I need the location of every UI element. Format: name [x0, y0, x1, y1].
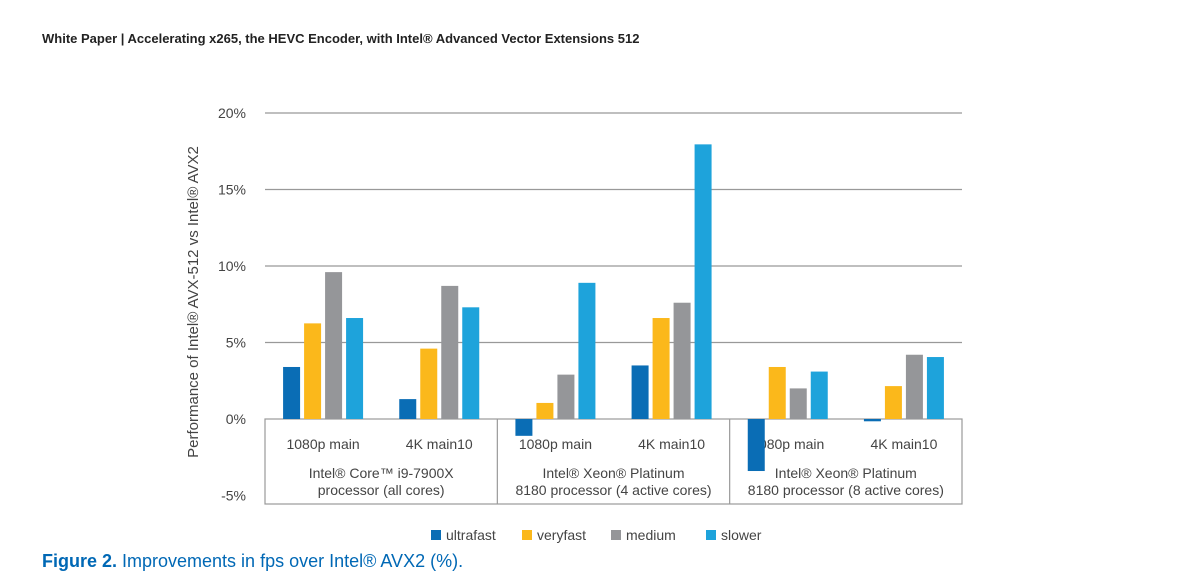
bar-ultrafast [283, 366, 301, 419]
bar-medium [441, 285, 459, 419]
bar-slower [810, 371, 828, 419]
group-label: Intel® Xeon® Platinum [775, 465, 917, 481]
bar-veryfast [768, 366, 786, 419]
bar-ultrafast [515, 419, 533, 436]
figure-caption-text: Improvements in fps over Intel® AVX2 (%)… [117, 551, 464, 571]
y-tick-label: 10% [218, 258, 246, 274]
bar-veryfast [884, 386, 902, 419]
bar-medium [325, 272, 343, 419]
legend-label-ultrafast: ultrafast [446, 527, 496, 543]
bar-ultrafast [863, 419, 881, 422]
bar-slower [462, 307, 480, 419]
category-label: 1080p main [751, 436, 824, 452]
legend-swatch-medium [611, 530, 621, 540]
y-tick-label: -5% [221, 488, 246, 504]
legend-label-medium: medium [626, 527, 676, 543]
bar-veryfast [420, 348, 438, 419]
bar-medium [789, 388, 807, 419]
group-label: 8180 processor (8 active cores) [748, 482, 944, 498]
category-label: 4K main10 [406, 436, 473, 452]
bar-ultrafast [747, 419, 765, 472]
legend-swatch-ultrafast [431, 530, 441, 540]
group-label: 8180 processor (4 active cores) [515, 482, 711, 498]
category-label: 4K main10 [638, 436, 705, 452]
bar-slower [694, 144, 712, 420]
category-axis-box [264, 418, 963, 505]
bar-veryfast [652, 318, 670, 419]
y-tick-label: 15% [218, 182, 246, 198]
y-axis-title: Performance of Intel® AVX-512 vs Intel® … [185, 146, 202, 458]
figure-label: Figure 2. [42, 551, 118, 571]
document-header: White Paper | Accelerating x265, the HEV… [42, 31, 640, 46]
y-tick-label: 0% [226, 411, 246, 427]
bar-ultrafast [631, 365, 649, 419]
bar-medium [557, 374, 575, 419]
y-tick-label: 5% [226, 335, 246, 351]
legend-label-slower: slower [721, 527, 762, 543]
category-label: 1080p main [286, 436, 359, 452]
legend-swatch-slower [706, 530, 716, 540]
bar-medium [673, 302, 691, 419]
bar-slower [926, 357, 944, 419]
category-label: 4K main10 [870, 436, 937, 452]
group-label: Intel® Core™ i9-7900X [309, 465, 455, 481]
bar-veryfast [536, 402, 554, 419]
bar-slower [578, 282, 596, 419]
figure-caption: Figure 2. Improvements in fps over Intel… [42, 551, 463, 572]
y-tick-label: 20% [218, 105, 246, 121]
category-label: 1080p main [519, 436, 592, 452]
bar-medium [905, 354, 923, 419]
legend-swatch-veryfast [522, 530, 532, 540]
bar-veryfast [304, 323, 322, 419]
group-label: processor (all cores) [318, 482, 445, 498]
bar-slower [346, 318, 364, 419]
bar-ultrafast [399, 399, 417, 419]
group-label: Intel® Xeon® Platinum [542, 465, 684, 481]
legend-label-veryfast: veryfast [537, 527, 586, 543]
